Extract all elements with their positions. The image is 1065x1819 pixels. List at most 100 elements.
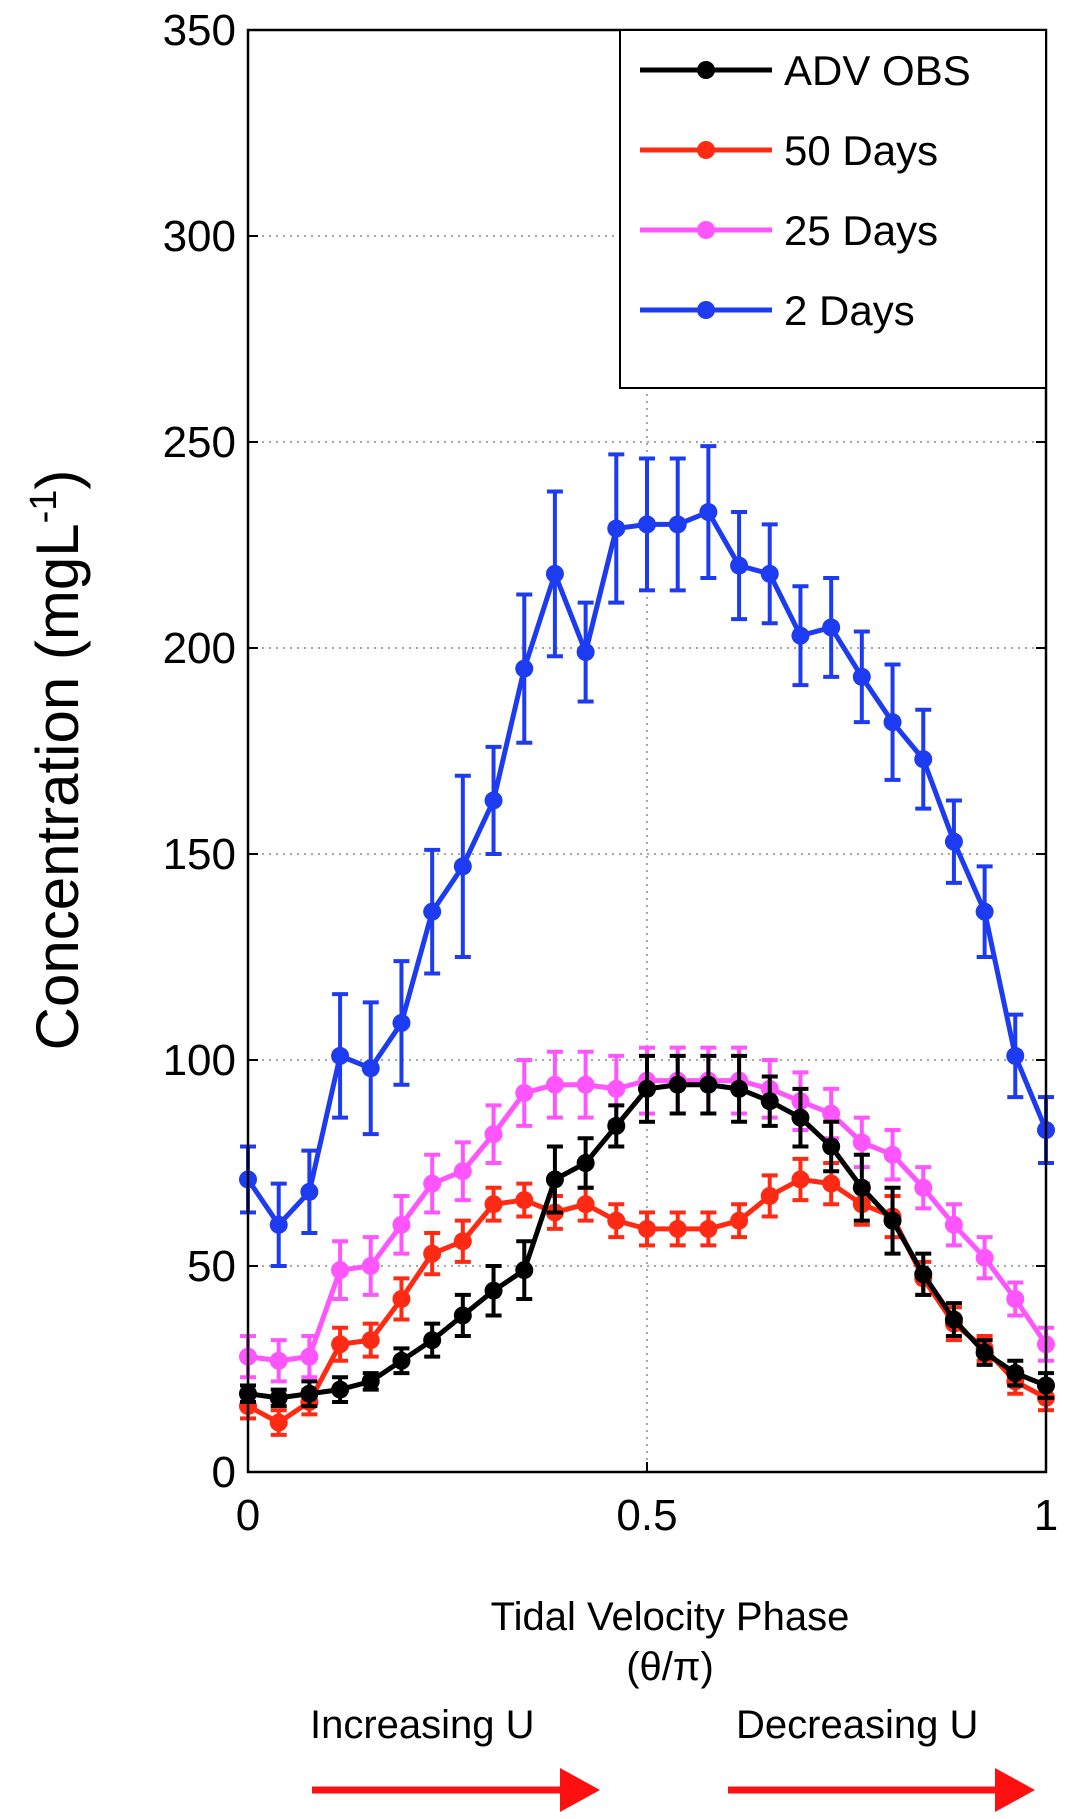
data-point (883, 1211, 902, 1230)
data-point (361, 1372, 380, 1391)
data-point (331, 1380, 350, 1399)
data-point (638, 1079, 656, 1098)
arrow-head (995, 1768, 1035, 1812)
decreasing-u-label: Decreasing U (736, 1703, 978, 1747)
data-point (361, 1059, 380, 1078)
data-point (331, 1046, 350, 1065)
data-point (760, 1186, 779, 1205)
data-point (576, 1195, 595, 1214)
data-point (361, 1257, 380, 1275)
data-point (1006, 1046, 1025, 1065)
data-point (1006, 1289, 1025, 1308)
legend-marker (697, 221, 715, 239)
y-tick-label: 350 (163, 6, 236, 55)
data-point (668, 515, 687, 534)
data-point (914, 750, 933, 769)
x-axis-title: Tidal Velocity Phase (491, 1595, 850, 1639)
legend-marker (697, 61, 715, 79)
data-point (699, 503, 718, 522)
data-point (484, 1125, 503, 1144)
legend-label: 50 Days (784, 127, 938, 174)
y-tick-label: 0 (212, 1448, 236, 1497)
legend-label: 2 Days (784, 287, 915, 334)
data-point (699, 1075, 718, 1094)
x-axis-subtitle: (θ/π) (626, 1645, 714, 1689)
y-axis-title: Concentration (mgL-1) (23, 470, 91, 1051)
legend-box (619, 29, 1047, 389)
x-tick-label: 0.5 (616, 1491, 677, 1540)
data-point (975, 1343, 994, 1362)
legend-marker (697, 141, 715, 159)
data-point (361, 1331, 380, 1350)
data-point (576, 643, 595, 662)
data-point (392, 1289, 411, 1308)
data-point (484, 791, 503, 810)
data-point (822, 1137, 841, 1156)
y-tick-label: 200 (163, 624, 236, 673)
data-point (392, 1013, 411, 1032)
data-point (914, 1178, 933, 1197)
data-point (822, 1104, 841, 1123)
data-point (269, 1388, 288, 1407)
data-point (607, 519, 626, 538)
data-point (852, 1133, 871, 1152)
data-point (822, 1174, 841, 1193)
data-point (975, 1248, 994, 1267)
data-point (607, 1116, 626, 1135)
data-point (423, 1174, 442, 1193)
data-point (638, 515, 656, 534)
data-point (883, 1145, 902, 1164)
data-point (944, 1215, 963, 1234)
data-point (392, 1215, 411, 1234)
data-point (300, 1384, 319, 1403)
data-point (515, 659, 534, 678)
y-tick-label: 300 (163, 212, 236, 261)
data-point (423, 902, 442, 921)
data-point (668, 1219, 687, 1238)
data-point (1006, 1364, 1025, 1383)
arrow-head (560, 1768, 600, 1812)
increasing-arrow (312, 1768, 600, 1812)
data-point (822, 618, 841, 637)
x-tick-label: 1 (1034, 1491, 1058, 1540)
y-tick-label: 250 (163, 418, 236, 467)
data-point (730, 1079, 749, 1098)
data-point (269, 1413, 288, 1432)
data-point (975, 902, 994, 921)
data-point (453, 857, 472, 876)
legend-label: 25 Days (784, 207, 938, 254)
data-point (515, 1083, 534, 1102)
data-point (638, 1219, 656, 1238)
legend: ADV OBS 50 Days 25 Days 2 Days (619, 29, 1047, 389)
data-point (791, 1170, 810, 1189)
data-point (484, 1281, 503, 1300)
data-point (453, 1306, 472, 1325)
data-point (423, 1331, 442, 1350)
data-point (576, 1154, 595, 1172)
data-point (852, 1178, 871, 1197)
data-point (914, 1265, 933, 1284)
data-point (730, 556, 749, 575)
data-point (453, 1232, 472, 1251)
series-layer (239, 444, 1055, 1437)
data-point (668, 1075, 687, 1094)
data-point (423, 1244, 442, 1263)
y-tick-label: 50 (187, 1242, 236, 1291)
data-point (331, 1261, 350, 1280)
data-point (269, 1351, 288, 1370)
data-point (699, 1219, 718, 1238)
series-adv-obs (239, 1053, 1055, 1409)
data-point (515, 1261, 534, 1280)
data-point (515, 1191, 534, 1210)
data-point (484, 1195, 503, 1214)
data-point (852, 667, 871, 686)
data-point (545, 1075, 564, 1094)
data-point (791, 1108, 810, 1127)
data-point (944, 832, 963, 851)
data-point (791, 626, 810, 645)
legend-marker (697, 301, 715, 319)
data-point (883, 713, 902, 732)
data-point (269, 1215, 288, 1234)
legend-label: ADV OBS (784, 47, 971, 94)
